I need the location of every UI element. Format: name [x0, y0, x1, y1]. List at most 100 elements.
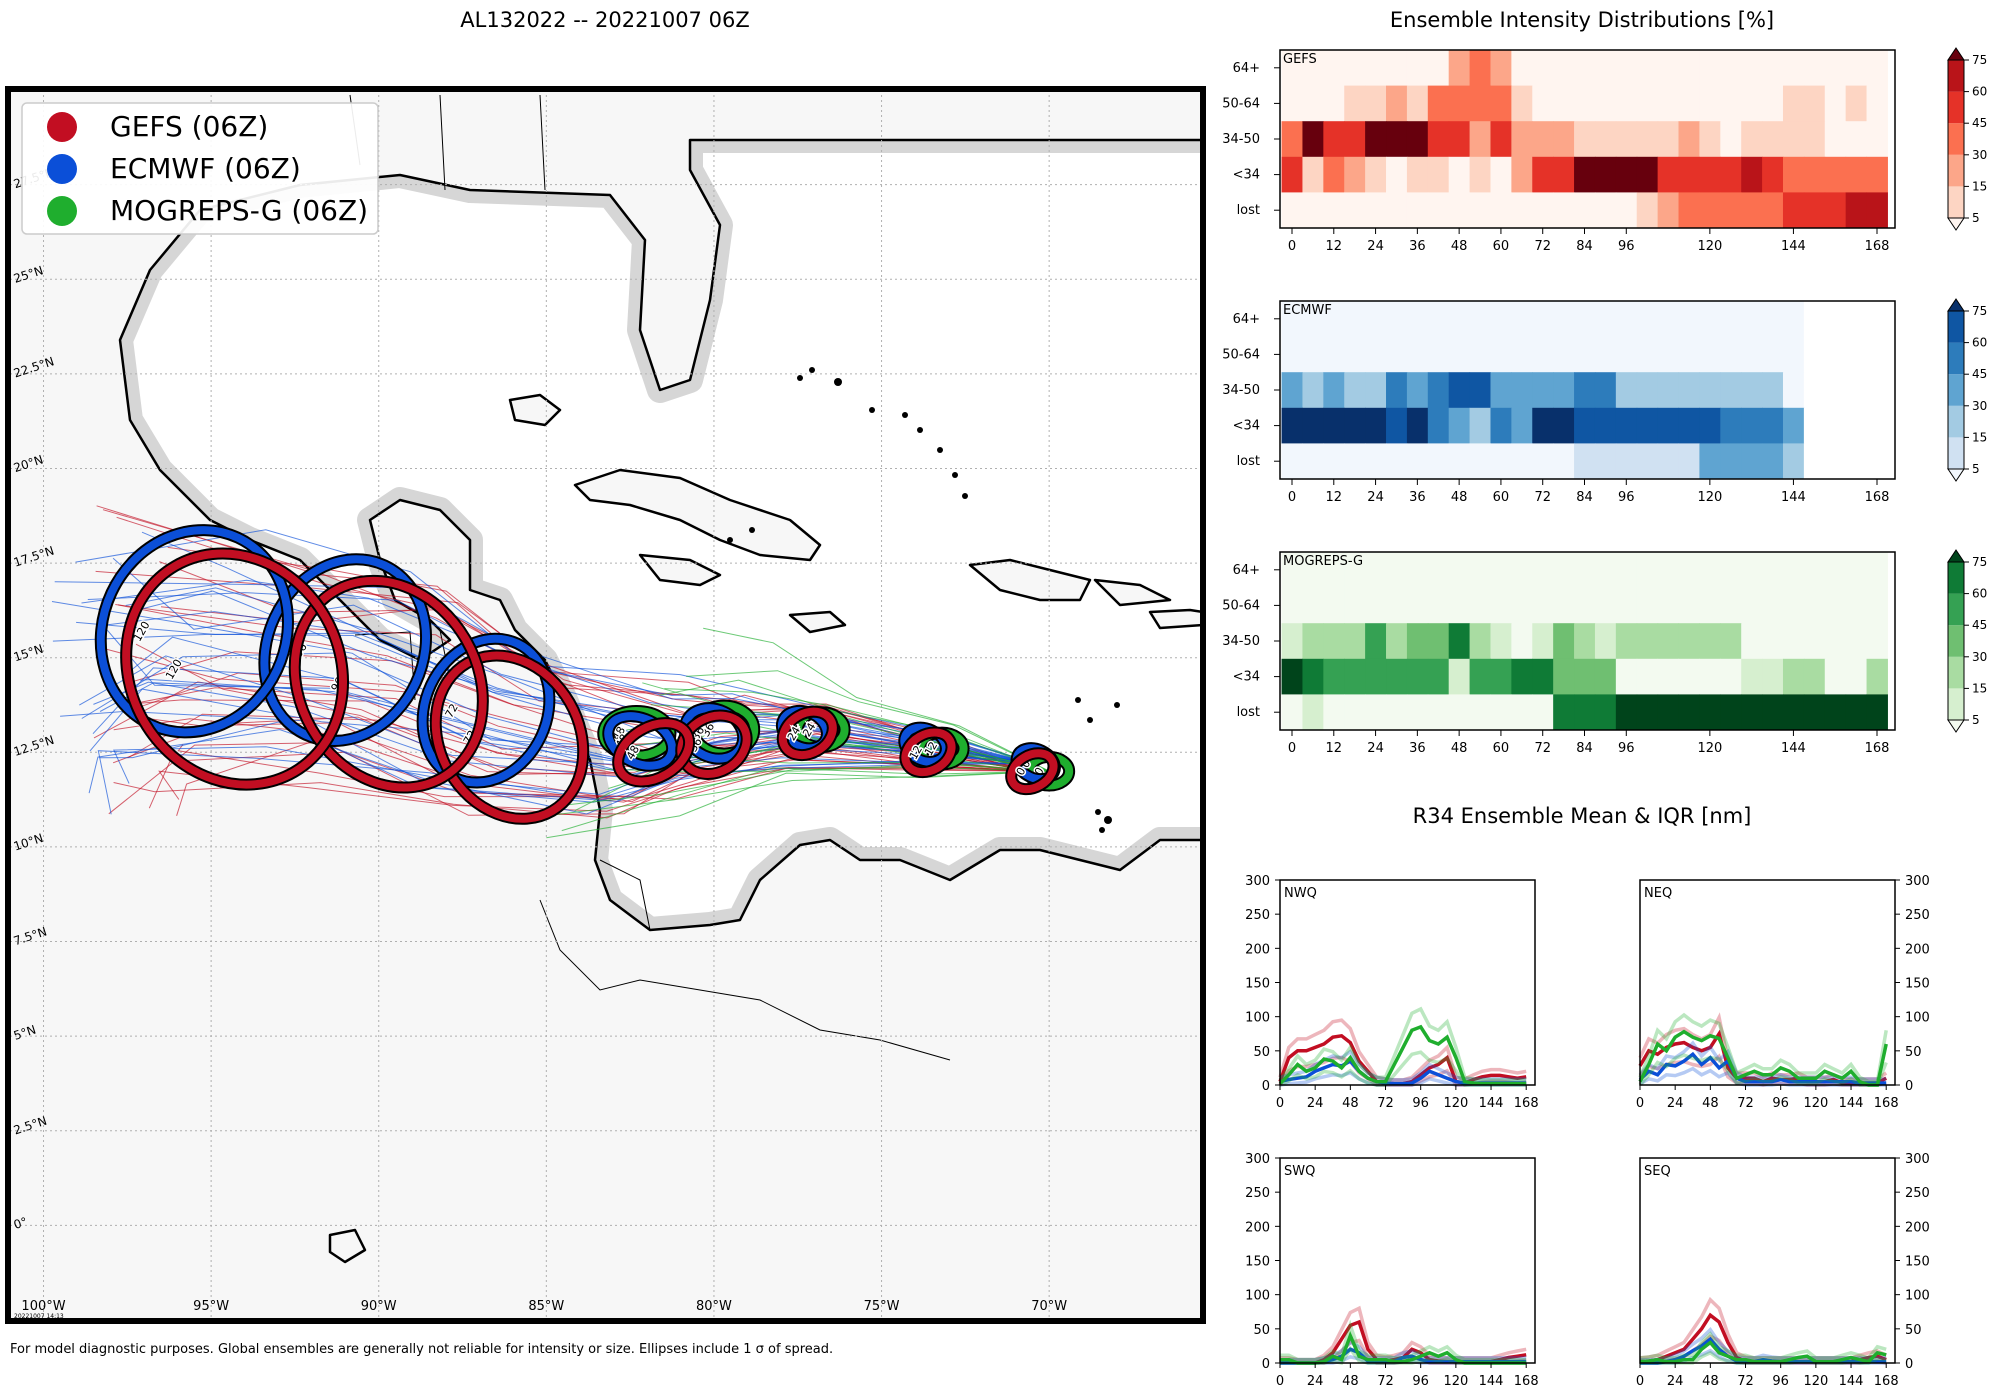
- colorbar-segment: [1948, 374, 1964, 406]
- heatmap-cell: [1511, 121, 1533, 158]
- heatmap-cell: [1594, 407, 1617, 444]
- r34-iqr-line: [1280, 1305, 1527, 1362]
- heatmap-x-tick-label: 144: [1781, 741, 1806, 756]
- heatmap-row-label: lost: [1237, 454, 1260, 469]
- heatmap-model-label: MOGREPS-G: [1283, 554, 1363, 569]
- heatmap-cell: [1448, 50, 1471, 87]
- heatmap-cell: [1678, 85, 1700, 122]
- lat-label: 5°N: [12, 1023, 38, 1043]
- heatmap-cell: [1365, 407, 1387, 444]
- heatmap-cell: [1427, 587, 1450, 624]
- heatmap-cell: [1302, 372, 1324, 409]
- heatmap-cell: [1323, 301, 1345, 338]
- heatmap-cell: [1803, 156, 1826, 193]
- heatmap-x-tick-label: 0: [1288, 490, 1296, 505]
- heatmap-cell: [1511, 694, 1533, 731]
- heatmap-cell: [1406, 85, 1429, 122]
- heatmap-cell: [1344, 301, 1366, 338]
- heatmap-cell: [1302, 336, 1324, 373]
- heatmap-cell: [1344, 156, 1366, 193]
- heatmap-cell: [1427, 443, 1450, 480]
- colorbar-segment: [1948, 562, 1964, 594]
- heatmap-row-label: 34-50: [1222, 383, 1260, 398]
- heatmap-cell: [1615, 336, 1638, 373]
- heatmap-cell: [1803, 301, 1826, 338]
- heatmap-row-label: 50-64: [1222, 96, 1260, 111]
- heatmap-cell: [1532, 658, 1554, 695]
- colorbar-segment: [1948, 91, 1964, 124]
- ellipse-gefs: [290, 576, 487, 792]
- heatmap-cell: [1448, 85, 1471, 122]
- heatmap-cell: [1741, 372, 1763, 409]
- heatmap-cell: [1720, 552, 1742, 589]
- heatmap-cell: [1490, 587, 1512, 624]
- heatmap-cell: [1594, 336, 1617, 373]
- heatmap-cell: [1615, 587, 1638, 624]
- heatmap-cell: [1782, 587, 1805, 624]
- r34-y-tick-label: 200: [1905, 1220, 1930, 1235]
- colorbar-segment: [1948, 311, 1964, 343]
- heatmap-cell: [1574, 372, 1596, 409]
- heatmap-cell: [1574, 694, 1596, 731]
- heatmap-cell: [1323, 443, 1345, 480]
- r34-iqr-line: [1280, 1340, 1527, 1362]
- heatmap-cell: [1866, 443, 1888, 480]
- heatmap-cell: [1594, 50, 1617, 87]
- heatmap-cell: [1281, 50, 1303, 87]
- heatmap-cell: [1636, 407, 1659, 444]
- heatmap-cell: [1511, 658, 1533, 695]
- heatmap-cell: [1762, 587, 1784, 624]
- colorbar-segment: [1948, 437, 1964, 469]
- heatmap-cell: [1824, 587, 1847, 624]
- heatmap-cell: [1762, 658, 1784, 695]
- colorbar-segment: [1948, 405, 1964, 438]
- heatmap-cell: [1281, 694, 1303, 731]
- heatmap-cell: [1386, 372, 1408, 409]
- heatmap-row-label: 64+: [1233, 61, 1260, 76]
- lon-label: 100°W: [21, 1299, 65, 1314]
- heatmap-cell: [1406, 658, 1429, 695]
- heatmap-cell: [1594, 694, 1617, 731]
- heatmap-cell: [1720, 301, 1742, 338]
- heatmap-cell: [1866, 372, 1888, 409]
- heatmap-cell: [1406, 192, 1429, 229]
- heatmap-cell: [1553, 336, 1575, 373]
- heatmap-cell: [1594, 658, 1617, 695]
- heatmap-cell: [1657, 623, 1680, 660]
- heatmap-cell: [1490, 121, 1512, 158]
- heatmap-cell: [1490, 552, 1512, 589]
- heatmap-cell: [1574, 552, 1596, 589]
- r34-y-tick-label: 0: [1905, 1079, 1913, 1094]
- heatmap-cell: [1782, 156, 1805, 193]
- colorbar-segment: [1948, 593, 1964, 626]
- heatmap-cell: [1448, 156, 1471, 193]
- heatmap-cell: [1323, 694, 1345, 731]
- heatmap-cell: [1615, 50, 1638, 87]
- heatmap-cell: [1636, 192, 1659, 229]
- colorbar-extend-high: [1947, 298, 1965, 312]
- heatmap-cell: [1594, 552, 1617, 589]
- colorbar-tick-label: 45: [1972, 618, 1987, 632]
- heatmap-row-label: lost: [1237, 705, 1260, 720]
- r34-title: R34 Ensemble Mean & IQR [nm]: [1413, 804, 1752, 828]
- r34-x-tick-label: 144: [1839, 1096, 1864, 1111]
- heatmap-cell: [1490, 301, 1512, 338]
- heatmap-cell: [1636, 336, 1659, 373]
- heatmap-cell: [1406, 372, 1429, 409]
- heatmap-cell: [1803, 121, 1826, 158]
- r34-x-tick-label: 144: [1479, 1096, 1504, 1111]
- heatmap-row-label: 34-50: [1222, 132, 1260, 147]
- colorbar-tick-label: 60: [1972, 336, 1987, 350]
- r34-quadrant-label: NEQ: [1644, 886, 1672, 901]
- r34-y-tick-label: 100: [1905, 1289, 1930, 1304]
- heatmap-cell: [1845, 336, 1868, 373]
- heatmap-x-tick-label: 96: [1618, 741, 1635, 756]
- heatmap-row-label: 50-64: [1222, 598, 1260, 613]
- colorbar-segment: [1948, 123, 1964, 155]
- heatmap-cell: [1615, 694, 1638, 731]
- heatmap-cell: [1302, 156, 1324, 193]
- legend-label-ecmwf: ECMWF (06Z): [110, 152, 301, 185]
- heatmap-cell: [1782, 623, 1805, 660]
- heatmap-cell: [1636, 587, 1659, 624]
- heatmap-cell: [1511, 192, 1533, 229]
